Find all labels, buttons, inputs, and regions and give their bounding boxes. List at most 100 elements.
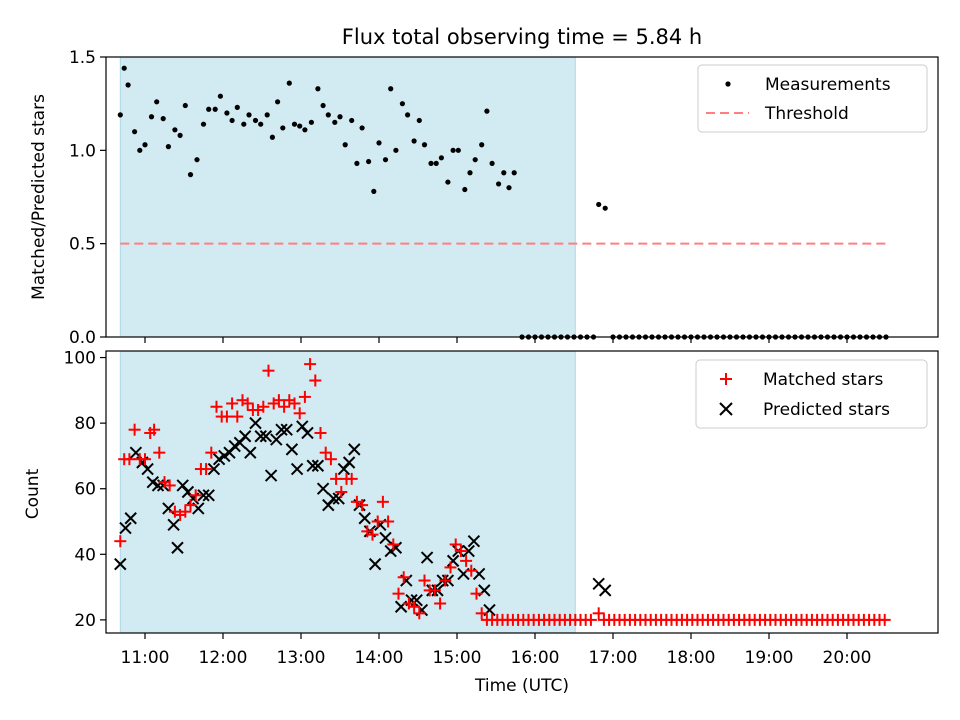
measurement-point (445, 179, 451, 185)
matched-point (382, 515, 395, 528)
predicted-point (290, 462, 304, 476)
measurement-point (399, 101, 405, 107)
predicted-point (446, 554, 460, 568)
matched-point (330, 472, 343, 485)
bottom-panel: 20 40 60 80 100 11:00 12:00 13:00 14:00 15:00 16:… (23, 349, 939, 696)
measurement-point (132, 129, 138, 135)
bottom-x-ticks: 11:00 12:00 13:00 14:00 15:00 16:00 17:00 18:00… (121, 633, 872, 668)
matched-point (465, 564, 478, 577)
bottom-legend-box (695, 359, 928, 429)
measurement-point (297, 123, 303, 129)
matched-point (335, 486, 348, 498)
measurement-point (154, 99, 160, 105)
x-axis-label: Time (UTC) (474, 676, 569, 696)
matched-point (262, 364, 275, 377)
matched-point (288, 397, 301, 410)
predicted-point (119, 521, 132, 535)
measurement-point (291, 121, 298, 127)
measurement-point (354, 160, 360, 166)
legend-measurements-label: Measurements (765, 75, 891, 95)
measurement-point (275, 99, 281, 105)
measurement-point (411, 138, 417, 144)
predicted-point (285, 443, 299, 456)
predicted-point (306, 459, 319, 472)
measurement-point (602, 205, 608, 211)
matched-point (298, 390, 311, 403)
measurement-point (416, 117, 422, 124)
matched-point (128, 423, 141, 436)
matched-point (293, 407, 306, 420)
x-tick-label: 16:00 (511, 648, 560, 668)
matched-point (257, 400, 270, 413)
matched-point (366, 528, 379, 541)
measurement-point (206, 106, 212, 112)
measurement-point (137, 147, 143, 153)
predicted-point (342, 456, 356, 469)
predicted-point (598, 584, 612, 597)
matched-point (114, 535, 127, 548)
measurement-point (484, 108, 490, 114)
predicted-point (167, 518, 180, 531)
measurement-point (325, 112, 331, 118)
measurement-point (438, 155, 444, 161)
predicted-point (249, 416, 262, 430)
measurement-point (229, 117, 235, 124)
matched-point (397, 571, 410, 584)
matched-point (454, 545, 467, 558)
matched-points (114, 358, 891, 626)
measurement-point (320, 102, 326, 109)
matched-point (356, 499, 369, 512)
matched-point (428, 584, 441, 597)
measurement-point (501, 170, 507, 176)
measurement-point (428, 160, 434, 166)
measurement-point (269, 134, 275, 140)
measurement-point (187, 172, 194, 178)
matched-point (439, 574, 452, 587)
predicted-point (301, 426, 314, 440)
predicted-point (171, 541, 184, 554)
measurement-point (366, 158, 372, 165)
legend-measurements-marker (725, 81, 731, 87)
matched-point (278, 400, 291, 413)
predicted-point (238, 430, 252, 443)
matched-point (392, 587, 405, 600)
measurement-point (217, 93, 223, 99)
predicted-point (259, 430, 273, 443)
measurement-point (165, 144, 171, 150)
legend-matched-marker (720, 373, 732, 385)
legend-predicted-marker (719, 402, 733, 416)
measurement-point (596, 201, 602, 208)
measurement-point (315, 86, 321, 92)
top-y-tick-label: 1.0 (69, 141, 96, 161)
measurement-point (496, 181, 502, 187)
top-highlight-span (119, 56, 576, 338)
measurement-point (241, 121, 247, 127)
measurement-point (337, 114, 343, 120)
measurement-point (258, 121, 264, 127)
top-panel: 0.0 0.5 1.0 1.5 Matched/Predicted stars Mea… (29, 48, 939, 348)
measurement-point (421, 142, 428, 148)
bottom-legend: Matched stars Predicted stars (695, 359, 928, 429)
legend-threshold-label: Threshold (764, 104, 849, 124)
matched-point (324, 453, 337, 466)
bottom-plot-frame (105, 350, 939, 634)
matched-point (387, 538, 400, 551)
predicted-point (348, 443, 361, 456)
bottom-y-tick-label: 100 (64, 349, 96, 369)
matched-point (123, 453, 136, 466)
x-tick-label: 18:00 (667, 648, 716, 668)
matched-point (226, 397, 239, 410)
matched-point (153, 446, 166, 459)
matched-point (418, 574, 431, 587)
matched-point (179, 505, 192, 518)
top-x-ticks (144, 337, 848, 343)
x-tick-label: 11:00 (121, 648, 170, 668)
top-legend-box (697, 64, 928, 133)
measurement-point (160, 116, 166, 122)
measurement-point (511, 170, 517, 176)
measurement-point (371, 188, 377, 194)
predicted-point (244, 446, 257, 459)
measurement-point (142, 142, 148, 148)
matched-point (272, 394, 285, 407)
top-y-axis-label: Matched/Predicted stars (29, 94, 49, 300)
